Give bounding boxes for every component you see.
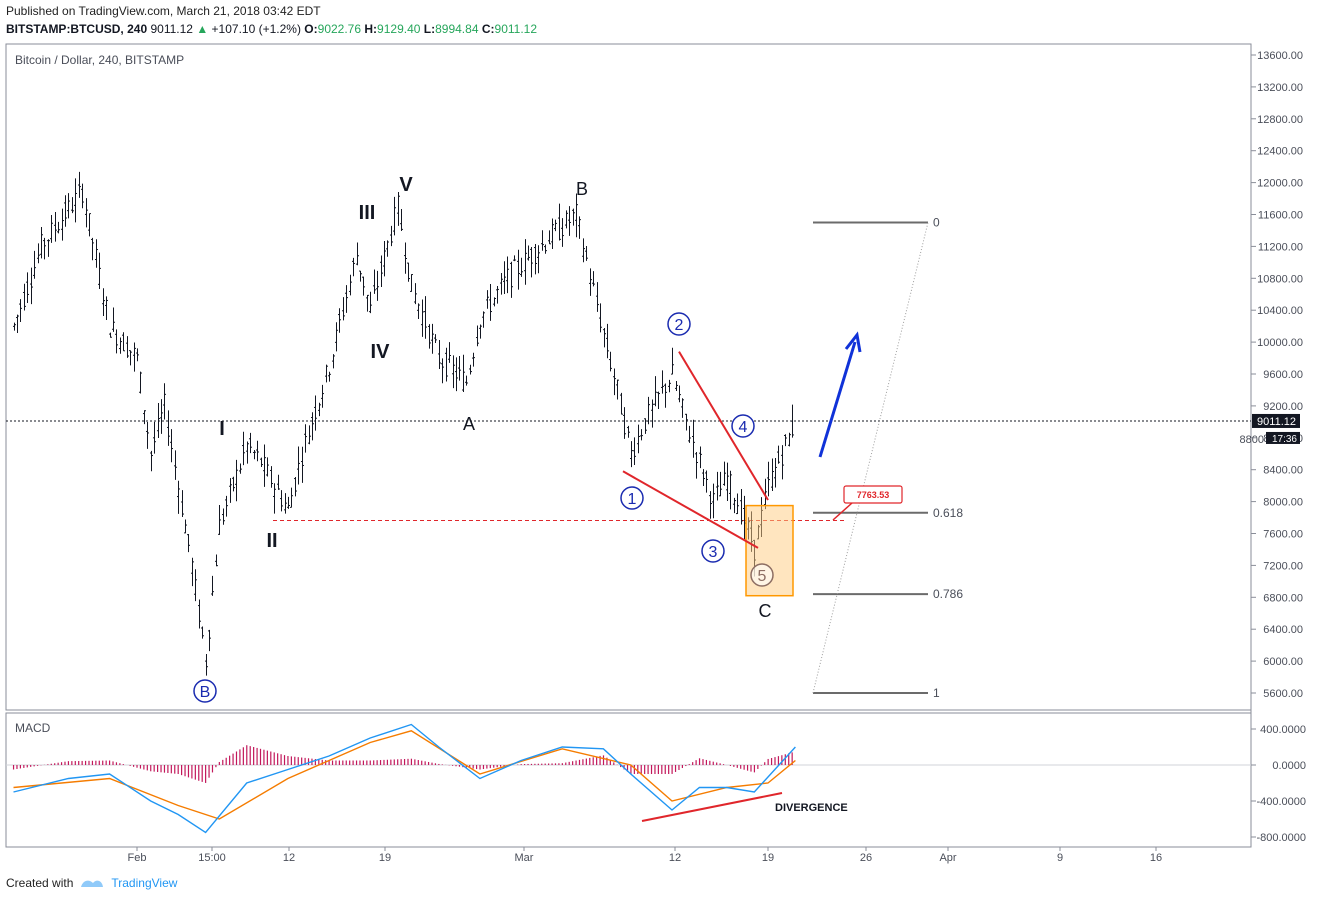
- circled-label-B: B: [193, 679, 217, 703]
- price-axis[interactable]: 13600.00 13200.00 12800.00 12400.00 12000.00…: [1240, 50, 1303, 700]
- ohlc-bar: BITSTAMP:BTCUSD, 240 9011.12 ▲ +107.10 (…: [6, 22, 538, 36]
- time-tick-label: 9: [1057, 852, 1063, 864]
- wave-label-V: V: [399, 174, 413, 196]
- time-tick-label: 19: [379, 852, 391, 864]
- circled-label-3: 3: [701, 539, 725, 563]
- bullish-arrow-icon[interactable]: [818, 331, 862, 458]
- fibonacci-retracement[interactable]: 0 0.618 0.786 1: [813, 215, 963, 700]
- time-tick-label: 26: [860, 852, 872, 864]
- macd-pane-frame: [5, 712, 1252, 848]
- macd-tick-label: -800.0000: [1256, 832, 1306, 844]
- price-tick-label: 5600.00: [1263, 688, 1303, 700]
- svg-text:4: 4: [739, 419, 748, 436]
- price-change: +107.10 (+1.2%): [211, 22, 301, 36]
- svg-text:1: 1: [628, 491, 637, 508]
- wave-label-I: I: [219, 418, 225, 440]
- macd-title: MACD: [15, 721, 51, 735]
- last-price: 9011.12: [150, 22, 193, 36]
- wedge-lower-line[interactable]: [622, 470, 759, 549]
- divergence-label: DIVERGENCE: [775, 802, 848, 814]
- price-tick-label: 6800.00: [1263, 592, 1303, 604]
- chart-title: Bitcoin / Dollar, 240, BITSTAMP: [15, 53, 184, 67]
- macd-histogram: [12, 745, 793, 783]
- price-tick-label: 11200.00: [1258, 241, 1303, 253]
- last-price-badge: 9011.12 17:36: [1252, 413, 1300, 445]
- time-tick-label: 15:00: [198, 852, 226, 864]
- fib-level-label: 0.618: [933, 506, 963, 520]
- svg-text:9011.12: 9011.12: [1257, 416, 1296, 428]
- price-tick-label: 9200.00: [1263, 401, 1303, 413]
- fib-level-label: 1: [933, 686, 940, 700]
- candlestick-series: [13, 171, 794, 676]
- price-tick-label: 13200.00: [1257, 82, 1303, 94]
- circled-label-1: 1: [620, 486, 644, 510]
- open-value: 9022.76: [317, 22, 362, 36]
- macd-tick-label: 0.0000: [1272, 760, 1306, 772]
- wave-label-C: C: [759, 601, 772, 621]
- correction-labels: A B C: [463, 179, 772, 621]
- wave-label-B: B: [576, 179, 588, 199]
- fib-level-label: 0: [933, 215, 940, 229]
- svg-text:B: B: [200, 684, 211, 701]
- macd-tick-label: -400.0000: [1256, 796, 1306, 808]
- price-tick-label: 9600.00: [1263, 369, 1303, 381]
- macd-tick-label: 400.0000: [1260, 724, 1306, 736]
- circled-label-4: 4: [731, 414, 755, 438]
- circled-label-5: 5: [750, 563, 774, 587]
- fib-level-label: 0.786: [933, 587, 963, 601]
- price-tick-label: 6400.00: [1263, 624, 1303, 636]
- footer: Created with TradingView: [6, 876, 178, 890]
- price-tick-label: 10000.00: [1257, 337, 1303, 349]
- price-tick-label: 10800.00: [1257, 273, 1303, 285]
- time-tick-label: Apr: [939, 852, 956, 864]
- price-tick-label: 10400.00: [1257, 305, 1303, 317]
- price-tick-label: 12000.00: [1257, 178, 1303, 190]
- svg-text:7763.53: 7763.53: [857, 490, 890, 500]
- time-tick-label: 12: [283, 852, 295, 864]
- up-triangle-icon: ▲: [196, 22, 209, 36]
- svg-text:5: 5: [758, 568, 767, 585]
- circled-wave-labels: B 1 2 3 4 5: [193, 312, 774, 703]
- wave-label-IV: IV: [371, 341, 391, 363]
- svg-text:3: 3: [709, 544, 718, 561]
- time-tick-label: 12: [669, 852, 681, 864]
- wave-label-II: II: [266, 530, 277, 552]
- price-tick-label: 7600.00: [1263, 529, 1303, 541]
- wave-label-A: A: [463, 414, 475, 434]
- price-tick-label: 8800: [1240, 434, 1264, 446]
- svg-text:17:36: 17:36: [1272, 434, 1297, 445]
- wave-label-III: III: [359, 202, 376, 224]
- high-value: 9129.40: [377, 22, 421, 36]
- wedge-upper-line[interactable]: [678, 351, 769, 501]
- time-axis[interactable]: Feb 15:00 12 19 Mar 12 19 26 Apr 9 16: [128, 847, 1163, 864]
- price-tick-label: 8000.00: [1263, 497, 1303, 509]
- tradingview-brand-link[interactable]: TradingView: [111, 876, 178, 890]
- close-value: 9011.12: [494, 22, 538, 36]
- low-value: 8994.84: [435, 22, 479, 36]
- time-tick-label: Feb: [128, 852, 147, 864]
- price-tick-label: 12800.00: [1257, 114, 1303, 126]
- price-tick-label: 11600.00: [1258, 210, 1303, 222]
- price-tick-label: 7200.00: [1263, 560, 1303, 572]
- circled-label-2: 2: [667, 312, 691, 336]
- main-pane-frame: [5, 43, 1252, 711]
- wave-labels: I II III IV V: [219, 174, 413, 552]
- macd-line: [13, 723, 796, 834]
- tradingview-logo-icon: [81, 880, 104, 887]
- macd-axis[interactable]: 400.0000 0.0000 -400.0000 -800.0000: [1251, 724, 1306, 844]
- fib-trend-line[interactable]: [812, 222, 929, 694]
- time-tick-label: 16: [1150, 852, 1162, 864]
- support-price-callout[interactable]: 7763.53: [832, 485, 903, 521]
- price-tick-label: 8400.00: [1263, 465, 1303, 477]
- symbol: BITSTAMP:BTCUSD, 240: [6, 22, 148, 36]
- time-tick-label: Mar: [515, 852, 534, 864]
- time-tick-label: 19: [762, 852, 774, 864]
- price-tick-label: 13600.00: [1257, 50, 1303, 62]
- published-line: Published on TradingView.com, March 21, …: [6, 4, 321, 18]
- divergence-line[interactable]: [641, 792, 783, 822]
- price-tick-label: 12400.00: [1257, 146, 1303, 158]
- svg-text:2: 2: [675, 317, 684, 334]
- price-tick-label: 6000.00: [1263, 656, 1303, 668]
